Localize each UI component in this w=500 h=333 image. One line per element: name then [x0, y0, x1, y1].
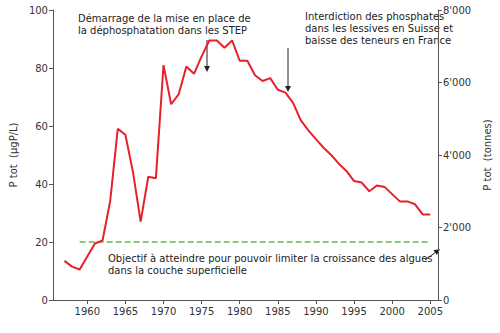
svg-text:1985: 1985: [265, 306, 290, 317]
svg-text:2'000: 2'000: [443, 222, 471, 233]
svg-text:P tot (tonnes): P tot (tonnes): [482, 119, 493, 191]
svg-text:Interdiction des phosphates: Interdiction des phosphates: [305, 11, 444, 22]
svg-text:1980: 1980: [227, 306, 252, 317]
svg-text:100: 100: [29, 5, 48, 16]
svg-text:2000: 2000: [379, 306, 404, 317]
svg-text:1960: 1960: [75, 306, 100, 317]
svg-text:40: 40: [35, 179, 48, 190]
svg-text:1995: 1995: [341, 306, 366, 317]
svg-text:dans les lessives en Suisse et: dans les lessives en Suisse et: [305, 23, 453, 34]
svg-text:8'000: 8'000: [443, 5, 471, 16]
svg-text:Objectif à atteindre pour pouv: Objectif à atteindre pour pouvoir limite…: [108, 253, 433, 264]
svg-text:P tot (µgP/L): P tot (µgP/L): [8, 122, 19, 187]
svg-text:la déphosphatation dans les ST: la déphosphatation dans les STEP: [78, 25, 247, 36]
svg-text:dans la couche superficielle: dans la couche superficielle: [108, 265, 247, 276]
svg-text:Démarrage de la mise en place: Démarrage de la mise en place de: [78, 13, 251, 24]
svg-text:baisse des teneurs en France: baisse des teneurs en France: [305, 35, 451, 46]
svg-text:60: 60: [35, 121, 48, 132]
svg-text:1970: 1970: [151, 306, 176, 317]
svg-text:80: 80: [35, 63, 48, 74]
svg-text:1965: 1965: [113, 306, 138, 317]
svg-text:0: 0: [42, 295, 48, 306]
svg-text:4'000: 4'000: [443, 150, 471, 161]
svg-text:0: 0: [443, 295, 449, 306]
svg-text:1975: 1975: [189, 306, 214, 317]
svg-text:20: 20: [35, 237, 48, 248]
svg-text:1990: 1990: [303, 306, 328, 317]
svg-text:2005: 2005: [418, 306, 443, 317]
svg-text:6'000: 6'000: [443, 77, 471, 88]
